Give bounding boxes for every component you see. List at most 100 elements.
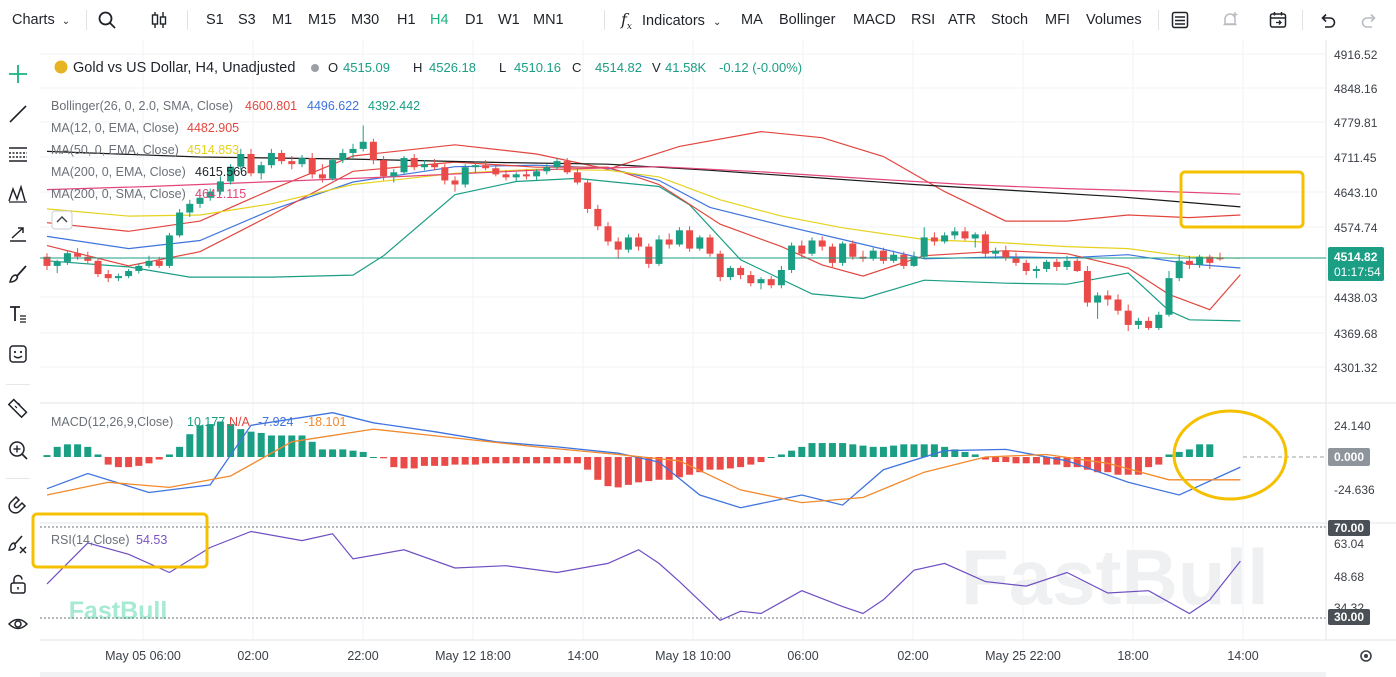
macd-legend-label[interactable]: MACD(12,26,9,Close) bbox=[51, 415, 173, 429]
macd-histogram-bar bbox=[675, 457, 683, 478]
fibonacci-tool[interactable] bbox=[4, 140, 32, 168]
chart-type-button[interactable] bbox=[149, 0, 169, 40]
quick-indicator-volumes[interactable]: Volumes bbox=[1086, 12, 1142, 28]
bollinger-legend-label[interactable]: Bollinger(26, 0, 2.0, SMA, Close) bbox=[51, 99, 233, 113]
chart-settings-button[interactable] bbox=[1360, 650, 1372, 662]
quick-indicator-macd[interactable]: MACD bbox=[853, 12, 896, 28]
search-button[interactable] bbox=[97, 0, 117, 40]
undo-button[interactable] bbox=[1318, 0, 1338, 40]
macd-histogram-bar bbox=[247, 431, 255, 457]
timeframe-m1[interactable]: M1 bbox=[272, 12, 293, 28]
highlight-circle-annotation[interactable] bbox=[1172, 409, 1288, 501]
highlight-box-annotation[interactable] bbox=[1179, 170, 1305, 229]
macd-histogram-bar bbox=[706, 457, 714, 470]
visibility-tool[interactable] bbox=[4, 610, 32, 638]
current-price-value: 4514.82 bbox=[1334, 250, 1378, 264]
quick-indicator-stoch[interactable]: Stoch bbox=[991, 12, 1029, 28]
unlock-icon bbox=[10, 574, 26, 594]
redo-button[interactable] bbox=[1359, 0, 1379, 40]
text-tool[interactable] bbox=[4, 300, 32, 328]
zoom-in-icon bbox=[9, 441, 28, 460]
macd-histogram-bar bbox=[1145, 457, 1153, 468]
pattern-tool[interactable] bbox=[4, 180, 32, 208]
candle-body bbox=[1073, 260, 1081, 272]
macd-histogram-bar bbox=[879, 446, 887, 457]
chevron-up-icon bbox=[56, 216, 68, 223]
timeframe-m15[interactable]: M15 bbox=[308, 12, 337, 28]
trend-line-tool[interactable] bbox=[4, 100, 32, 128]
calendar-button[interactable] bbox=[1268, 0, 1288, 40]
macd-histogram-bar bbox=[890, 445, 898, 457]
horizontal-scrollbar[interactable] bbox=[40, 672, 1326, 677]
magnet-tool[interactable] bbox=[4, 490, 32, 518]
ema200-legend-label[interactable]: MA(200, 0, EMA, Close) bbox=[51, 165, 186, 179]
indicators-button[interactable]: fx Indicators ⌄ bbox=[621, 0, 721, 40]
timeframe-s1[interactable]: S1 bbox=[206, 12, 224, 28]
candle-body bbox=[431, 164, 439, 168]
timeframe-m30[interactable]: M30 bbox=[351, 12, 380, 28]
remove-drawings-tool[interactable] bbox=[4, 530, 32, 558]
macd-histogram-bar bbox=[981, 457, 989, 460]
candle-body bbox=[686, 230, 694, 249]
timeframe-h1[interactable]: H1 bbox=[397, 12, 416, 28]
smiley-icon bbox=[9, 345, 27, 363]
charts-menu-button[interactable]: Charts ⌄ bbox=[12, 0, 70, 40]
timeframe-w1[interactable]: W1 bbox=[498, 12, 520, 28]
zoom-tool[interactable] bbox=[4, 436, 32, 464]
rsi-legend-label[interactable]: RSI(14,Close) bbox=[51, 533, 130, 547]
timeframe-h4[interactable]: H4 bbox=[430, 12, 449, 28]
quick-indicator-mfi[interactable]: MFI bbox=[1045, 12, 1070, 28]
ma12-legend-label[interactable]: MA(12, 0, EMA, Close) bbox=[51, 121, 179, 135]
ohlc-value: 41.58K bbox=[665, 60, 707, 75]
brush-tool[interactable] bbox=[4, 260, 32, 288]
macd-histogram-bar bbox=[206, 424, 214, 457]
candle-body bbox=[298, 158, 306, 165]
gear-icon bbox=[1360, 650, 1372, 662]
candle-body bbox=[339, 152, 347, 161]
symbol-title[interactable]: Gold vs US Dollar, H4, Unadjusted bbox=[73, 60, 295, 76]
macd-histogram-bar bbox=[941, 446, 949, 457]
candle-body bbox=[1185, 260, 1193, 265]
gear-icon-center bbox=[1364, 654, 1368, 658]
sma200-legend-label[interactable]: MA(200, 0, SMA, Close) bbox=[51, 187, 186, 201]
measure-tool[interactable] bbox=[4, 394, 32, 422]
eraser-brush-icon bbox=[8, 535, 27, 554]
quick-indicator-bollinger[interactable]: Bollinger bbox=[779, 12, 836, 28]
ma50-legend-label[interactable]: MA(50, 0, EMA, Close) bbox=[51, 143, 179, 157]
macd-histogram-bar bbox=[74, 444, 82, 457]
lock-tool[interactable] bbox=[4, 570, 32, 598]
macd-axis[interactable]: 24.140 -24.636 bbox=[1334, 419, 1375, 497]
macd-histogram-bar bbox=[1124, 457, 1132, 475]
candle-body bbox=[808, 240, 816, 254]
rsi-axis[interactable]: 63.04 48.68 34.32 bbox=[1334, 537, 1364, 615]
macd-histogram-bar bbox=[318, 449, 326, 457]
collapse-legend-button[interactable] bbox=[51, 210, 73, 230]
quick-indicator-atr[interactable]: ATR bbox=[948, 12, 976, 28]
price-axis[interactable]: 4916.52 4848.16 4779.81 4711.45 4643.10 … bbox=[1334, 48, 1378, 375]
macd-histogram-bar bbox=[237, 429, 245, 457]
crosshair-tool[interactable] bbox=[4, 60, 32, 88]
candle-body bbox=[196, 197, 204, 204]
templates-button[interactable] bbox=[1170, 0, 1190, 40]
pattern-icon bbox=[8, 184, 27, 203]
quick-indicator-ma[interactable]: MA bbox=[741, 12, 763, 28]
projection-tool[interactable] bbox=[4, 220, 32, 248]
time-tick: 22:00 bbox=[347, 649, 378, 663]
timeframe-s3[interactable]: S3 bbox=[238, 12, 256, 28]
projection-icon bbox=[10, 227, 26, 242]
timeframe-mn1[interactable]: MN1 bbox=[533, 12, 564, 28]
ma12-value: 4482.905 bbox=[187, 121, 239, 135]
candle-body bbox=[125, 271, 133, 277]
highlight-box-annotation[interactable] bbox=[31, 512, 209, 569]
candle-body bbox=[1134, 320, 1142, 325]
timeframe-d1[interactable]: D1 bbox=[465, 12, 484, 28]
macd-histogram-bar bbox=[859, 445, 867, 457]
sma200-value: 4641.115 bbox=[195, 187, 246, 201]
alert-button[interactable] bbox=[1220, 0, 1240, 40]
price-tick: 4916.52 bbox=[1334, 48, 1378, 62]
emoji-tool[interactable] bbox=[4, 340, 32, 368]
macd-histogram-bar bbox=[839, 443, 847, 457]
quick-indicator-rsi[interactable]: RSI bbox=[911, 12, 936, 28]
time-axis[interactable]: May 05 06:00 02:00 22:00 May 12 18:00 14… bbox=[105, 649, 1259, 663]
